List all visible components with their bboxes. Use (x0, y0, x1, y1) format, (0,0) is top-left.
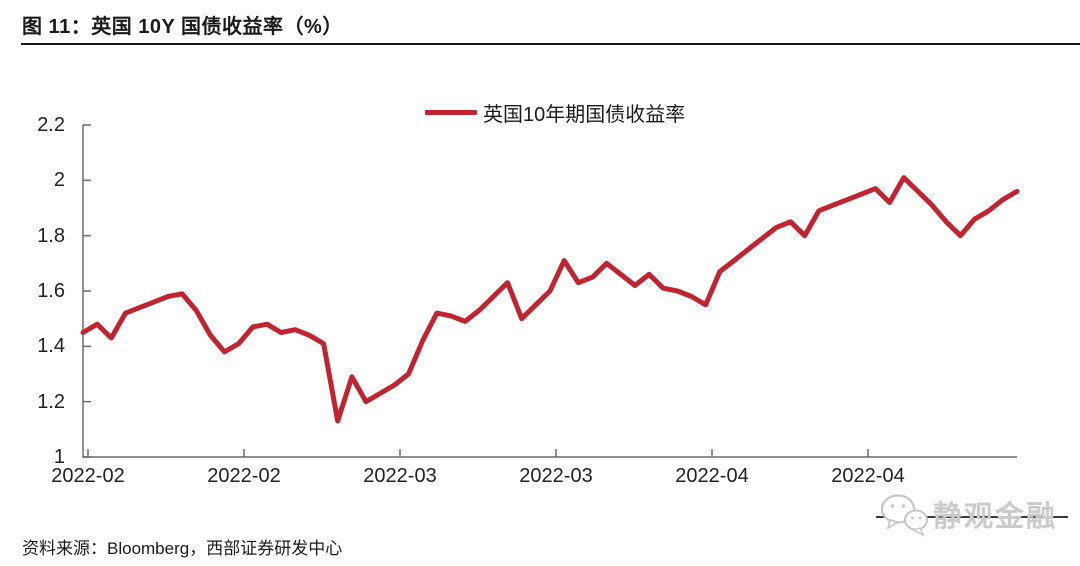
x-tick-label: 2022-02 (207, 465, 281, 487)
x-tick-label: 2022-04 (831, 465, 905, 487)
wechat-logo-icon (880, 494, 928, 537)
y-tick-label: 1.8 (37, 224, 65, 247)
y-tick-label: 1.4 (37, 335, 65, 358)
y-tick-label: 2 (53, 169, 65, 192)
y-tick-label: 1.2 (37, 390, 65, 413)
yield-line-series (80, 175, 1020, 424)
y-tick-label: 1 (53, 446, 65, 468)
x-tick-label: 2022-02 (51, 465, 125, 487)
data-source-note: 资料来源：Bloomberg，西部证券研发中心 (22, 539, 343, 558)
legend-series-label: 英国10年期国债收益率 (483, 103, 686, 126)
watermark-strike-line (876, 516, 1068, 518)
y-tick-label: 1.6 (37, 280, 65, 302)
x-tick-label: 2022-03 (363, 465, 437, 487)
chart-legend: 英国10年期国债收益率 (425, 98, 685, 126)
x-tick-label: 2022-04 (675, 465, 749, 487)
y-tick-label: 2.2 (37, 114, 65, 136)
wechat-watermark: 静观金融 (876, 490, 1072, 540)
watermark-text: 静观金融 (933, 501, 1058, 533)
figure-title: 图 11：英国 10Y 国债收益率（%） (22, 16, 343, 38)
x-tick-label: 2022-03 (519, 465, 593, 487)
title-divider-rule (21, 43, 1080, 45)
legend-line-swatch (425, 109, 477, 115)
